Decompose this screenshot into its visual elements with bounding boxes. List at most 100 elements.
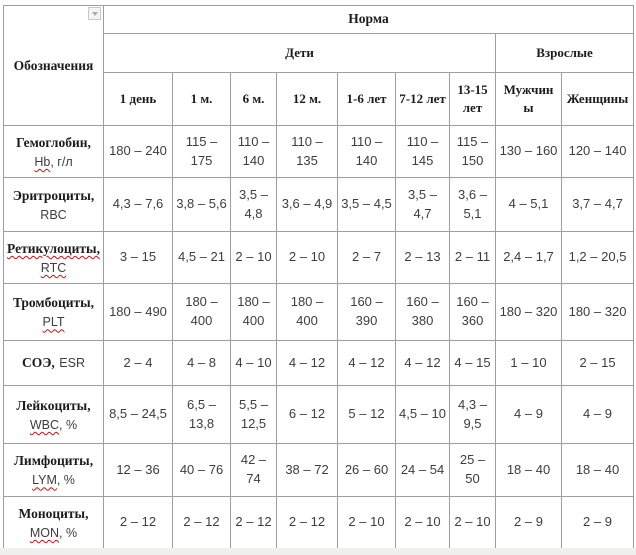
value-cell: 42 – 74 [230,443,277,497]
value-cell: 2 – 7 [337,231,396,284]
value-cell: 110 – 140 [337,125,396,178]
value-cell: 130 – 160 [495,125,562,178]
value-cell: 4,5 – 21 [172,231,231,284]
row-sublabel: ESR [59,355,85,370]
row-sublabel: PLT [42,315,65,330]
value-cell: 4,5 – 10 [395,385,450,444]
header-cell-norma: Норма [102,5,635,34]
value-cell: 160 – 390 [337,283,396,341]
value-cell: 3 – 15 [103,231,173,284]
table-row-hemoglobin: Гемоглобин, Hb, г/л 180 – 240 115 – 175 … [3,125,635,178]
column-header-13-15y: 13-15 лет [449,72,496,126]
value-cell: 1,2 – 20,5 [560,231,635,284]
value-cell: 115 – 175 [172,125,231,178]
value-cell: 115 – 150 [449,125,496,178]
value-cell: 18 – 40 [560,443,635,497]
row-sublabel: LYM, % [32,473,75,488]
table-row-platelets: Тромбоциты, PLT 180 – 490 180 – 400 180 … [3,283,635,341]
column-header-1day: 1 день [103,72,173,126]
table-dropdown-icon[interactable] [88,7,101,20]
table-row-leukocytes: Лейкоциты, WBC, % 8,5 – 24,5 6,5 – 13,8 … [3,385,635,444]
value-cell: 3,6 – 5,1 [449,177,496,232]
value-cell: 3,5 – 4,7 [395,177,450,232]
value-cell: 3,5 – 4,8 [230,177,277,232]
value-cell: 4 – 8 [172,340,231,386]
value-cell: 3,5 – 4,5 [337,177,396,232]
value-cell: 26 – 60 [337,443,396,497]
value-cell: 2 – 10 [337,496,396,549]
table-row-monocytes: Моноциты, MON, % 2 – 12 2 – 12 2 – 12 2 … [3,496,635,549]
row-label-cell: Гемоглобин, Hb, г/л [3,125,104,178]
table-row-erythrocytes: Эритроциты, RBC 4,3 – 7,6 3,8 – 5,6 3,5 … [3,177,635,232]
value-cell: 2 – 4 [103,340,173,386]
table-row-reticulocytes: Ретикулоциты, RTC 3 – 15 4,5 – 21 2 – 10… [3,231,635,284]
chevron-down-icon [91,11,98,16]
value-cell: 2 – 15 [560,340,635,386]
value-cell: 180 – 400 [172,283,231,341]
value-cell: 4 – 9 [560,385,635,444]
row-label-cell: Моноциты, MON, % [3,496,104,549]
value-cell: 180 – 320 [560,283,635,341]
row-label: Лейкоциты, [16,397,91,413]
page-bottom-margin [0,548,636,555]
value-cell: 2 – 10 [276,231,338,284]
value-cell: 12 – 36 [103,443,173,497]
header-cell-adults: Взрослые [494,33,635,73]
value-cell: 3,6 – 4,9 [276,177,338,232]
value-cell: 180 – 320 [495,283,562,341]
table-row-esr: СОЭ, ESR 2 – 4 4 – 8 4 – 10 4 – 12 4 – 1… [3,340,635,386]
value-cell: 4 – 9 [495,385,562,444]
value-cell: 2 – 12 [103,496,173,549]
value-cell: 24 – 54 [395,443,450,497]
value-cell: 4 – 12 [395,340,450,386]
row-label-cell: Тромбоциты, PLT [3,283,104,341]
row-label: Лимфоциты, [13,453,94,469]
column-header-1m: 1 м. [172,72,231,126]
row-label: Гемоглобин, [16,134,91,150]
value-cell: 4 – 15 [449,340,496,386]
column-header-men: Мужчины [495,72,562,126]
value-cell: 2 – 12 [276,496,338,549]
row-label-cell: Ретикулоциты, RTC [3,231,104,284]
row-label: Ретикулоциты, [7,240,100,256]
value-cell: 4 – 12 [276,340,338,386]
value-cell: 6,5 – 13,8 [172,385,231,444]
value-cell: 1 – 10 [495,340,562,386]
blood-norms-table: Обозначения Норма Дети Взрослые 1 день 1… [3,5,635,549]
row-sublabel: RBC [40,207,67,222]
value-cell: 4 – 5,1 [495,177,562,232]
value-cell: 180 – 490 [103,283,173,341]
value-cell: 25 – 50 [449,443,496,497]
value-cell: 2 – 13 [395,231,450,284]
value-cell: 110 – 145 [395,125,450,178]
value-cell: 4 – 12 [337,340,396,386]
row-label: СОЭ, [22,354,55,370]
value-cell: 2 – 10 [449,496,496,549]
value-cell: 110 – 140 [230,125,277,178]
header-cell-children: Дети [103,33,496,73]
value-cell: 3,7 – 4,7 [560,177,635,232]
value-cell: 38 – 72 [276,443,338,497]
value-cell: 2,4 – 1,7 [495,231,562,284]
value-cell: 4,3 – 7,6 [103,177,173,232]
value-cell: 160 – 360 [449,283,496,341]
value-cell: 180 – 400 [276,283,338,341]
header-row-columns: 1 день 1 м. 6 м. 12 м. 1-6 лет 7-12 лет … [4,72,635,126]
value-cell: 180 – 400 [230,283,277,341]
column-header-women: Женщины [560,72,635,126]
value-cell: 8,5 – 24,5 [103,385,173,444]
column-header-1-6y: 1-6 лет [337,72,396,126]
value-cell: 2 – 9 [495,496,562,549]
value-cell: 2 – 12 [172,496,231,549]
row-label: Тромбоциты, [12,295,95,311]
value-cell: 110 – 135 [276,125,338,178]
value-cell: 4,3 – 9,5 [449,385,496,444]
value-cell: 3,8 – 5,6 [172,177,231,232]
value-cell: 160 – 380 [395,283,450,341]
value-cell: 2 – 11 [449,231,496,284]
column-header-7-12y: 7-12 лет [395,72,450,126]
value-cell: 2 – 9 [560,496,635,549]
header-row-norma: Обозначения Норма [3,5,635,126]
row-sublabel: MON, % [29,525,78,540]
row-label: Эритроциты, [12,187,95,203]
